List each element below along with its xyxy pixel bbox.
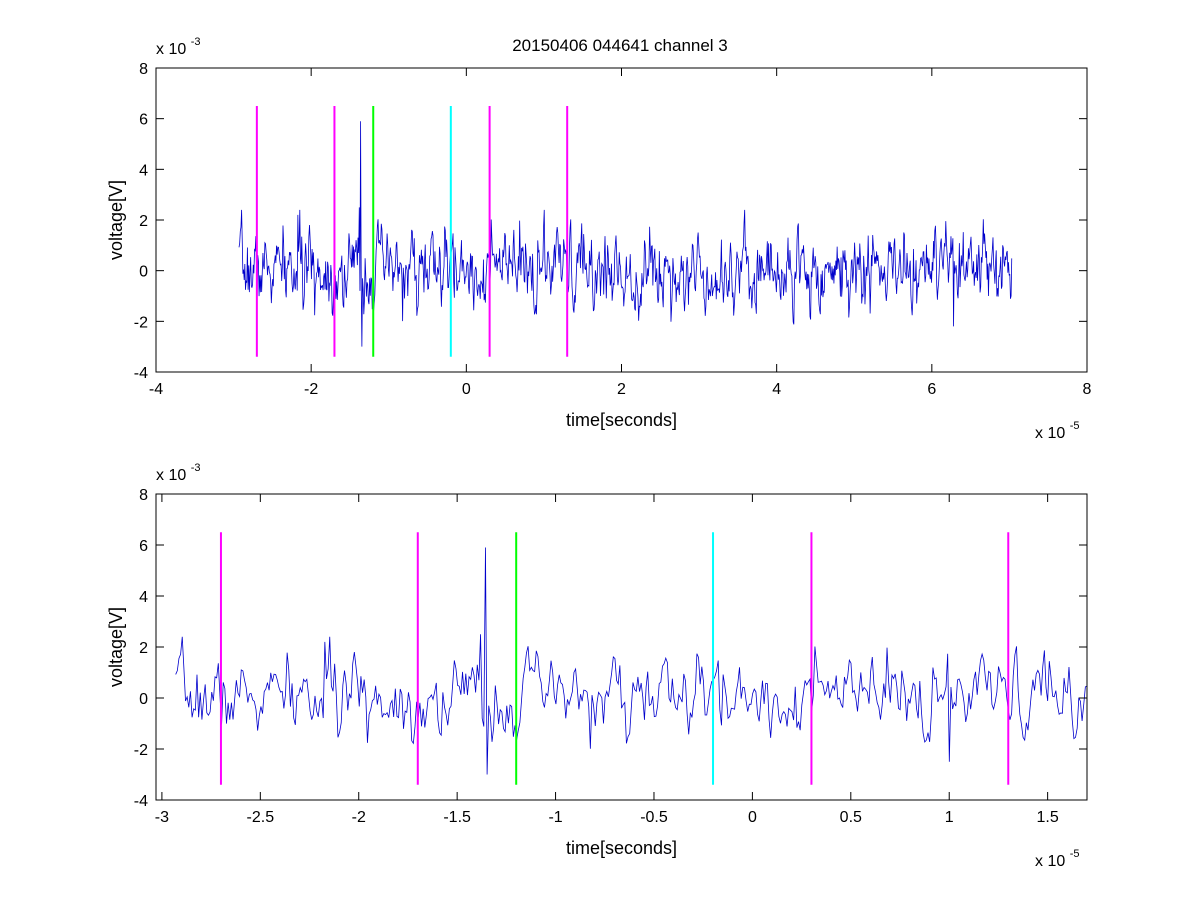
bottom-plot-y-tick-label: -4 xyxy=(134,793,148,810)
bottom-plot-y-axis-label: voltage[V] xyxy=(106,607,126,687)
bottom-plot-x-tick-label: -1 xyxy=(548,809,562,826)
top-plot-x-tick-label: 2 xyxy=(617,381,626,398)
bottom-plot-x-tick-label: 0.5 xyxy=(840,809,862,826)
bottom-plot-x-tick-label: 1.5 xyxy=(1037,809,1059,826)
bottom-plot-x-tick-label: 0 xyxy=(748,809,757,826)
top-plot-x-multiplier-exponent: -5 xyxy=(1070,420,1080,432)
top-plot-y-tick-label: 0 xyxy=(139,264,148,281)
top-plot-x-tick-label: 8 xyxy=(1083,381,1092,398)
bottom-plot-y-tick-label: 2 xyxy=(139,640,148,657)
top-plot-x-tick-label: -2 xyxy=(304,381,318,398)
bottom-plot-x-tick-label: -1.5 xyxy=(443,809,471,826)
top-plot-y-tick-label: -2 xyxy=(134,314,148,331)
bottom-plot-x-tick-label: -0.5 xyxy=(640,809,668,826)
bottom-plot-x-tick-label: -2 xyxy=(352,809,366,826)
figure-title: 20150406 044641 channel 3 xyxy=(512,36,728,55)
top-plot-y-axis-label: voltage[V] xyxy=(106,180,126,260)
top-plot-x-tick-label: 4 xyxy=(772,381,781,398)
top-plot-x-tick-label: -4 xyxy=(149,381,163,398)
bottom-plot-y-multiplier: x 10 -3 xyxy=(156,462,200,484)
top-plot-y-tick-label: -4 xyxy=(134,365,148,382)
bottom-plot-y-tick-label: -2 xyxy=(134,742,148,759)
bottom-plot-voltage-trace xyxy=(175,547,1087,775)
top-plot-y-tick-label: 6 xyxy=(139,112,148,129)
top-plot-y-tick-label: 2 xyxy=(139,213,148,230)
bottom-plot-x-tick-label: -3 xyxy=(155,809,169,826)
top-plot-panel: -4 -2 0 2 4 6 8 -4 -2 0 2 4 6 8 time[seconds] voltage[V… xyxy=(106,36,1092,442)
bottom-plot-x-multiplier-exponent: -5 xyxy=(1070,848,1080,860)
top-plot-voltage-trace xyxy=(238,121,1013,347)
top-plot-y-tick-label: 8 xyxy=(139,61,148,78)
top-plot-y-multiplier-exponent: -3 xyxy=(191,36,201,48)
top-plot-x-tick-label: 6 xyxy=(927,381,936,398)
bottom-plot-x-tick-label: -2.5 xyxy=(247,809,275,826)
top-plot-y-multiplier: x 10 -3 xyxy=(156,36,200,58)
bottom-plot-x-multiplier: x 10 -5 xyxy=(1035,848,1079,870)
bottom-plot-y-tick-label: 4 xyxy=(139,589,148,606)
bottom-plot-x-tick-label: 1 xyxy=(945,809,954,826)
bottom-plot-y-multiplier-exponent: -3 xyxy=(191,462,201,474)
bottom-plot-y-tick-label: 8 xyxy=(139,487,148,504)
bottom-plot-y-tick-label: 0 xyxy=(139,691,148,708)
top-plot-x-tick-label: 0 xyxy=(462,381,471,398)
top-plot-x-axis-label: time[seconds] xyxy=(566,410,677,430)
bottom-plot-panel: -3 -2.5 -2 -1.5 -1 -0.5 0 0.5 1 1.5 -4 -2 0 2 4 6 8 time[… xyxy=(106,462,1088,870)
top-plot-x-multiplier: x 10 -5 xyxy=(1035,420,1079,442)
top-plot-y-tick-label: 4 xyxy=(139,162,148,179)
bottom-plot-x-axis-label: time[seconds] xyxy=(566,838,677,858)
bottom-plot-y-tick-label: 6 xyxy=(139,538,148,555)
